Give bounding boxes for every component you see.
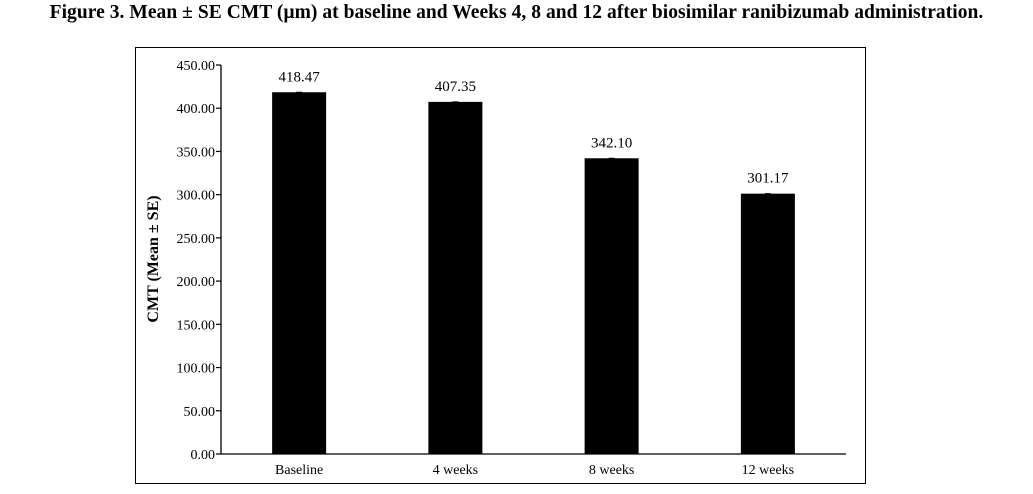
- bar: [584, 158, 639, 454]
- data-label: 342.10: [591, 135, 632, 151]
- y-tick-label: 450.00: [177, 59, 216, 74]
- data-labels: 418.47 407.35 342.10 301.17: [279, 69, 790, 186]
- y-axis-title: CMT (Mean ± SE): [145, 195, 162, 322]
- x-tick-label: 12 weeks: [742, 463, 795, 478]
- y-tick-label: 400.00: [177, 102, 216, 117]
- y-tick-label: 250.00: [177, 232, 216, 247]
- x-axis: Baseline 4 weeks 8 weeks 12 weeks: [221, 453, 846, 478]
- x-tick-label: 4 weeks: [433, 463, 479, 478]
- y-tick-label: 200.00: [177, 275, 216, 290]
- data-label: 407.35: [435, 79, 476, 95]
- x-tick-label: Baseline: [275, 463, 323, 478]
- data-label: 301.17: [747, 171, 789, 187]
- y-tick-label: 350.00: [177, 145, 216, 160]
- y-tick-label: 0.00: [191, 448, 216, 463]
- x-tick-label: 8 weeks: [589, 463, 635, 478]
- figure-title: Figure 3. Mean ± SE CMT (μm) at baseline…: [49, 2, 984, 23]
- data-label: 418.47: [279, 69, 321, 85]
- bar: [428, 101, 483, 454]
- y-tick-label: 50.00: [184, 405, 216, 420]
- bar: [740, 193, 795, 454]
- y-tick-label: 100.00: [177, 362, 216, 377]
- bars: [272, 91, 795, 455]
- y-tick-label: 300.00: [177, 189, 216, 204]
- y-axis: 0.00 50.00 100.00 150.00 200.00 250.00 300.00 3…: [177, 59, 222, 463]
- y-tick-label: 150.00: [177, 318, 216, 333]
- bar: [272, 92, 327, 455]
